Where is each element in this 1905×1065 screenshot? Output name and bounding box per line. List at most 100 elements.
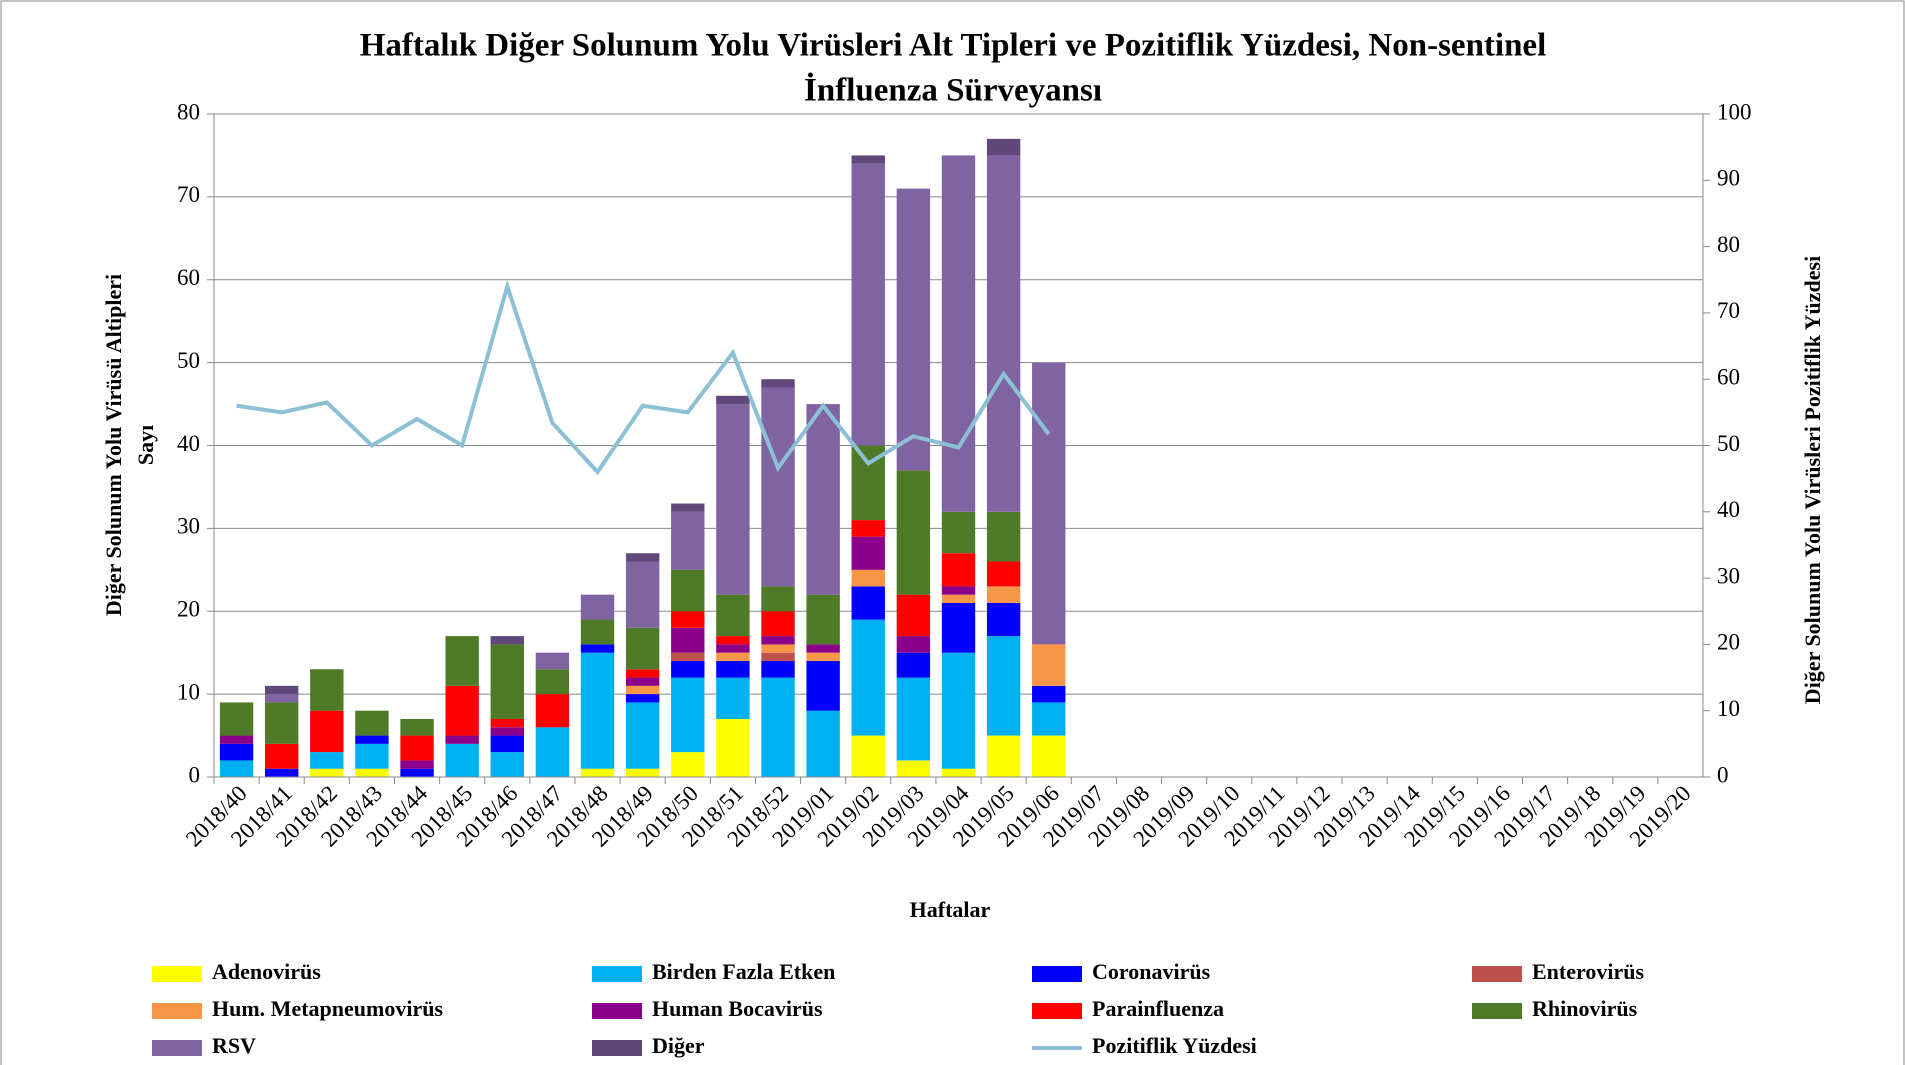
y2-tick-label: 60 <box>1717 364 1740 389</box>
bar-segment <box>219 760 254 777</box>
bar-segment <box>851 619 885 736</box>
bar-segment <box>671 569 705 612</box>
bar-segment <box>580 594 615 620</box>
bar-segment <box>445 636 479 686</box>
bar-segment <box>851 520 885 537</box>
bar-segment <box>490 727 524 736</box>
bar-segment <box>761 652 795 661</box>
bar-segment <box>986 735 1021 777</box>
y2-tick-label: 10 <box>1717 696 1740 721</box>
bar-segment <box>400 735 434 761</box>
legend-label: Pozitiflik Yüzdesi <box>1092 1033 1257 1058</box>
bar-segment <box>806 404 840 595</box>
bar-segment <box>671 660 705 678</box>
bar-segment <box>264 702 299 744</box>
bar-segment <box>716 636 750 645</box>
chart-title: Haftalık Diğer Solunum Yolu Virüsleri Al… <box>360 28 1547 64</box>
legend-swatch <box>1032 1003 1082 1019</box>
bar-segment <box>535 727 570 777</box>
bar-segment <box>355 768 389 777</box>
bar-segment <box>625 677 660 686</box>
bar-segment <box>625 553 660 562</box>
bar-segment <box>580 652 615 769</box>
bar-segment <box>716 594 750 637</box>
bar-segment <box>625 669 660 678</box>
bar-segment <box>625 768 660 777</box>
bar-segment <box>806 652 840 661</box>
bar-segment <box>806 660 840 711</box>
bar-segment <box>219 743 254 761</box>
bar-segment <box>941 768 976 777</box>
bar-segment <box>986 511 1021 562</box>
bar-segment <box>1032 644 1066 686</box>
bar-segment <box>355 735 389 744</box>
bar-segment <box>806 710 840 777</box>
y-tick-label: 70 <box>177 182 200 207</box>
bar-segment <box>264 685 299 695</box>
legend-swatch <box>1472 966 1522 982</box>
y2-tick-label: 30 <box>1717 563 1740 588</box>
bar-segment <box>671 677 705 753</box>
legend-swatch <box>1472 1003 1522 1019</box>
bar-segment <box>490 718 524 728</box>
y-tick-label: 30 <box>177 514 200 539</box>
y-tick-label: 80 <box>177 99 200 124</box>
bar-segment <box>761 644 795 653</box>
bar-segment <box>625 561 660 628</box>
legend-label: Adenovirüs <box>212 959 321 984</box>
bar-segment <box>761 586 795 612</box>
bar-segment <box>671 511 705 570</box>
x-axis-title: Haftalar <box>910 897 991 922</box>
bar-segment <box>625 685 660 695</box>
bar-segment <box>1032 735 1066 777</box>
legend-swatch <box>592 1040 642 1056</box>
bar-segment <box>490 735 524 753</box>
bar-segment <box>535 652 570 670</box>
y2-tick-label: 0 <box>1717 762 1729 787</box>
bar-segment <box>896 760 931 777</box>
y2-tick-label: 50 <box>1717 431 1740 456</box>
bar-segment <box>1032 685 1066 703</box>
bar-segment <box>716 652 750 661</box>
bar-segment <box>896 470 931 595</box>
bar-segment <box>896 677 931 761</box>
bar-segment <box>310 710 344 753</box>
bar-segment <box>625 627 660 670</box>
y2-tick-label: 40 <box>1717 497 1740 522</box>
bar-segment <box>851 536 885 570</box>
bar-segment <box>219 735 254 744</box>
bar-segment <box>671 503 705 512</box>
bar-segment <box>445 735 479 744</box>
bar-segment <box>445 743 479 777</box>
bar-segment <box>400 718 434 736</box>
legend-label: Hum. Metapneumovirüs <box>212 996 443 1021</box>
bar-segment <box>941 594 976 603</box>
bar-segment <box>761 387 795 587</box>
bar-segment <box>986 602 1021 637</box>
bar-segment <box>941 553 976 587</box>
bar-segment <box>851 163 885 446</box>
bar-segment <box>806 594 840 645</box>
legend-swatch <box>1032 966 1082 982</box>
bar-segment <box>941 155 976 512</box>
y2-tick-label: 80 <box>1717 232 1740 257</box>
bar-segment <box>716 660 750 678</box>
y-tick-label: 40 <box>177 431 200 456</box>
bar-segment <box>580 644 615 653</box>
legend-label: Enterovirüs <box>1532 959 1644 984</box>
y-tick-label: 60 <box>177 265 200 290</box>
bar-segment <box>445 685 479 736</box>
bar-segment <box>264 743 299 769</box>
bar-segment <box>806 644 840 653</box>
y-tick-label: 10 <box>177 679 200 704</box>
legend-swatch <box>152 1003 202 1019</box>
bar-segment <box>761 660 795 678</box>
legend-swatch <box>592 966 642 982</box>
y-axis-title: Diğer Solunum Yolu Virüsü Altipleri <box>101 274 126 616</box>
legend-label: Diğer <box>652 1033 705 1058</box>
y-tick-label: 0 <box>189 762 201 787</box>
bar-segment <box>490 636 524 645</box>
bar-segment <box>625 702 660 769</box>
bar-segment <box>761 677 795 777</box>
bar-segment <box>310 752 344 769</box>
